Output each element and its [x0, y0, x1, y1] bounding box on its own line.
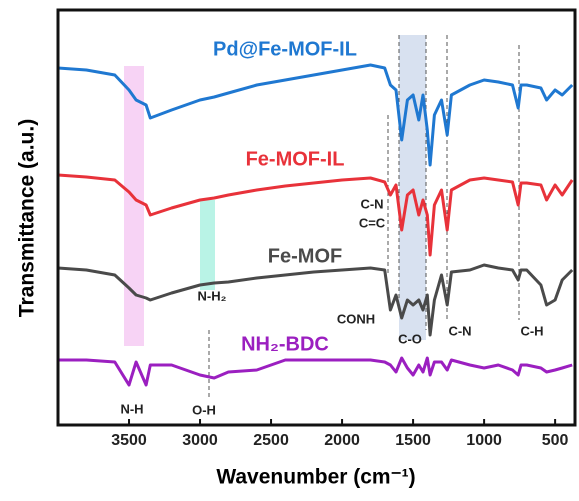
annotation: C=C	[359, 215, 386, 230]
band-co	[399, 35, 426, 340]
series-label: NH₂-BDC	[241, 333, 329, 355]
series-label: Pd@Fe-MOF-IL	[213, 38, 357, 60]
y-axis-title: Transmittance (a.u.)	[16, 119, 39, 317]
annotation: C-H	[520, 323, 543, 338]
series-line	[58, 356, 573, 387]
series-line	[57, 263, 574, 337]
x-tick-label: 1500	[395, 432, 431, 449]
series-label: Fe-MOF-IL	[246, 148, 345, 170]
series-layer	[57, 63, 574, 387]
band-nh2	[200, 200, 215, 290]
annotation: N-H	[120, 401, 143, 416]
series-label: Fe-MOF	[268, 245, 342, 267]
band-nh	[124, 66, 144, 346]
series-line	[57, 173, 574, 257]
x-tick-label: 2500	[253, 432, 289, 449]
annotation: N-H₂	[198, 288, 227, 303]
x-axis-title: Wavenumber (cm⁻¹)	[216, 466, 415, 489]
annotation: C-N	[360, 196, 383, 211]
annotation: C-O	[398, 331, 422, 346]
plot-frame	[56, 8, 577, 427]
annotation: O-H	[192, 402, 216, 417]
x-tick-label: 2000	[324, 432, 360, 449]
annotation: C-N	[448, 323, 471, 338]
x-tick-label: 3000	[182, 432, 218, 449]
x-tick-label: 3500	[111, 432, 147, 449]
x-tick-label: 500	[542, 432, 569, 449]
series-line	[57, 63, 574, 167]
annotation: CONH	[337, 311, 375, 326]
x-tick-label: 1000	[466, 432, 502, 449]
